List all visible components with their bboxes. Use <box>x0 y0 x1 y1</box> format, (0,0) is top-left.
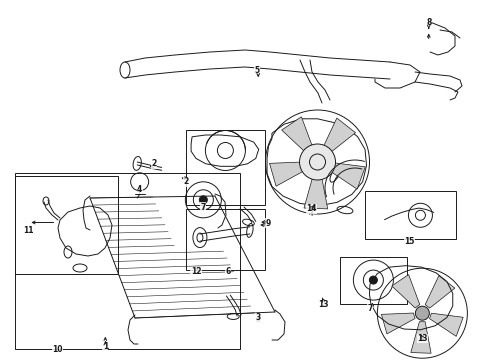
Text: 15: 15 <box>404 237 415 246</box>
Bar <box>15 176 118 274</box>
Text: 10: 10 <box>52 345 63 354</box>
Polygon shape <box>392 275 420 308</box>
Circle shape <box>299 144 336 180</box>
Circle shape <box>199 196 207 204</box>
Text: 1: 1 <box>103 342 108 351</box>
Polygon shape <box>320 118 356 156</box>
Text: 2: 2 <box>184 177 189 186</box>
Text: 2: 2 <box>152 159 157 168</box>
Text: 13: 13 <box>417 334 428 343</box>
Bar <box>340 257 407 304</box>
Polygon shape <box>270 162 309 186</box>
Circle shape <box>369 276 377 284</box>
Polygon shape <box>325 162 365 189</box>
Text: 11: 11 <box>23 226 34 235</box>
Text: 13: 13 <box>318 300 329 309</box>
Circle shape <box>416 306 429 320</box>
Text: 8: 8 <box>426 18 431 27</box>
Bar <box>15 173 240 349</box>
Text: 4: 4 <box>137 185 142 194</box>
Text: 14: 14 <box>306 204 317 213</box>
Polygon shape <box>425 276 455 308</box>
Circle shape <box>310 154 325 170</box>
Polygon shape <box>430 313 463 336</box>
Bar <box>186 130 265 205</box>
Polygon shape <box>381 313 415 334</box>
Polygon shape <box>282 117 315 156</box>
Text: 7: 7 <box>201 202 206 211</box>
Text: 9: 9 <box>266 219 270 228</box>
Bar <box>186 209 265 270</box>
Text: 12: 12 <box>191 267 201 276</box>
Text: 3: 3 <box>256 313 261 322</box>
Text: 7: 7 <box>368 304 372 313</box>
Polygon shape <box>304 171 328 209</box>
Polygon shape <box>411 322 431 353</box>
Text: 6: 6 <box>226 267 231 276</box>
Text: 5: 5 <box>255 66 260 75</box>
Bar <box>365 191 456 239</box>
